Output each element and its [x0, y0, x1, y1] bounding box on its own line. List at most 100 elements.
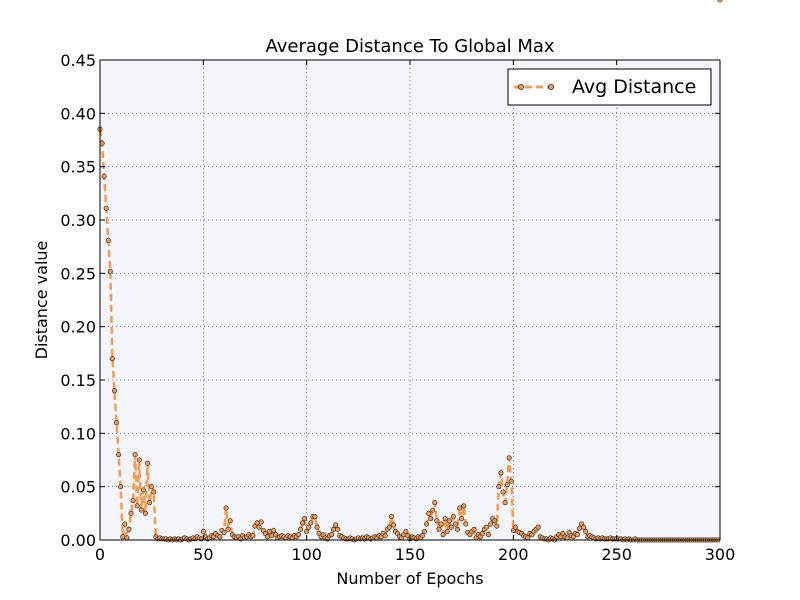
legend-label: Avg Distance	[572, 76, 696, 98]
data-point	[483, 524, 490, 530]
data-point	[151, 489, 157, 495]
data-point	[498, 470, 504, 476]
data-point	[264, 534, 270, 540]
data-point	[457, 505, 463, 511]
data-point	[717, 0, 723, 3]
y-tick-label: 0.10	[60, 424, 96, 443]
data-point	[147, 500, 153, 506]
data-point	[297, 526, 304, 532]
data-point	[111, 388, 118, 394]
data-point	[386, 524, 392, 530]
data-point	[227, 518, 233, 524]
x-tick-label: 200	[498, 545, 529, 564]
data-point	[434, 518, 440, 524]
data-point	[223, 505, 229, 511]
y-tick-label: 0.00	[60, 531, 96, 550]
data-point	[140, 487, 146, 493]
legend-marker	[548, 84, 555, 91]
data-point	[113, 420, 120, 426]
y-tick-label: 0.30	[60, 211, 96, 230]
data-point	[120, 534, 126, 540]
x-tick-label: 250	[601, 545, 632, 564]
data-point	[492, 518, 498, 524]
data-point	[268, 533, 275, 539]
x-tick-label: 50	[193, 545, 213, 564]
data-point	[330, 526, 337, 532]
data-point	[138, 507, 144, 513]
data-point	[444, 528, 450, 535]
x-tick-label: 100	[291, 545, 322, 564]
legend: Avg Distance	[507, 68, 712, 106]
data-point	[306, 524, 312, 530]
data-point	[535, 524, 541, 530]
data-point	[258, 519, 264, 525]
data-point	[128, 510, 134, 516]
data-point	[471, 526, 477, 532]
y-tick-label: 0.25	[60, 264, 96, 283]
data-point	[134, 503, 140, 509]
data-point	[438, 521, 444, 527]
data-point	[136, 457, 142, 463]
data-point	[508, 478, 514, 484]
data-point	[488, 521, 494, 527]
axis-ticks: 0 50 100 150 200 250 300 0.00 0.05 0.10 0.15 0.20 0.…	[60, 51, 735, 564]
data-point	[390, 522, 397, 528]
data-point	[109, 356, 115, 362]
legend-marker	[518, 84, 525, 91]
data-point	[126, 526, 132, 532]
data-point	[217, 534, 223, 540]
data-point	[335, 526, 341, 532]
data-point	[494, 523, 500, 529]
data-point	[419, 533, 425, 539]
data-point	[308, 520, 314, 526]
data-point	[221, 529, 227, 536]
data-point	[454, 526, 461, 532]
y-tick-label: 0.35	[60, 158, 96, 177]
x-tick-label: 150	[395, 545, 426, 564]
y-tick-label: 0.05	[60, 478, 96, 497]
y-tick-label: 0.45	[60, 51, 96, 70]
data-point	[496, 484, 502, 490]
data-point	[312, 513, 318, 520]
x-tick-label: 0	[95, 545, 105, 564]
data-point	[328, 532, 335, 538]
data-point	[502, 500, 508, 506]
data-point	[266, 528, 273, 535]
data-point	[304, 528, 310, 535]
data-point	[430, 507, 436, 513]
data-point	[250, 533, 256, 539]
grid	[100, 60, 720, 540]
data-point	[105, 237, 111, 243]
data-point	[256, 524, 262, 530]
data-point	[564, 535, 570, 541]
data-point	[525, 535, 531, 541]
data-point	[450, 513, 456, 520]
data-point	[446, 518, 452, 524]
data-point	[426, 510, 432, 516]
data-point	[118, 484, 124, 490]
data-point	[440, 532, 446, 538]
data-point	[101, 173, 107, 179]
data-point	[504, 481, 510, 488]
data-point	[144, 460, 151, 466]
data-point	[314, 524, 320, 530]
series-avg-distance	[97, 0, 723, 543]
data-point	[428, 516, 434, 522]
data-point	[99, 140, 105, 146]
data-point	[442, 516, 448, 522]
data-point	[225, 526, 231, 532]
data-point	[254, 520, 260, 526]
data-point	[107, 268, 113, 274]
data-point	[130, 497, 136, 504]
data-point	[459, 516, 465, 522]
data-point	[124, 535, 130, 541]
data-point	[485, 532, 492, 538]
y-tick-label: 0.20	[60, 318, 96, 337]
data-point	[200, 528, 206, 535]
data-point	[506, 455, 512, 461]
data-point	[436, 526, 442, 532]
data-point	[576, 525, 583, 531]
data-point	[302, 516, 308, 522]
data-point	[103, 205, 109, 211]
